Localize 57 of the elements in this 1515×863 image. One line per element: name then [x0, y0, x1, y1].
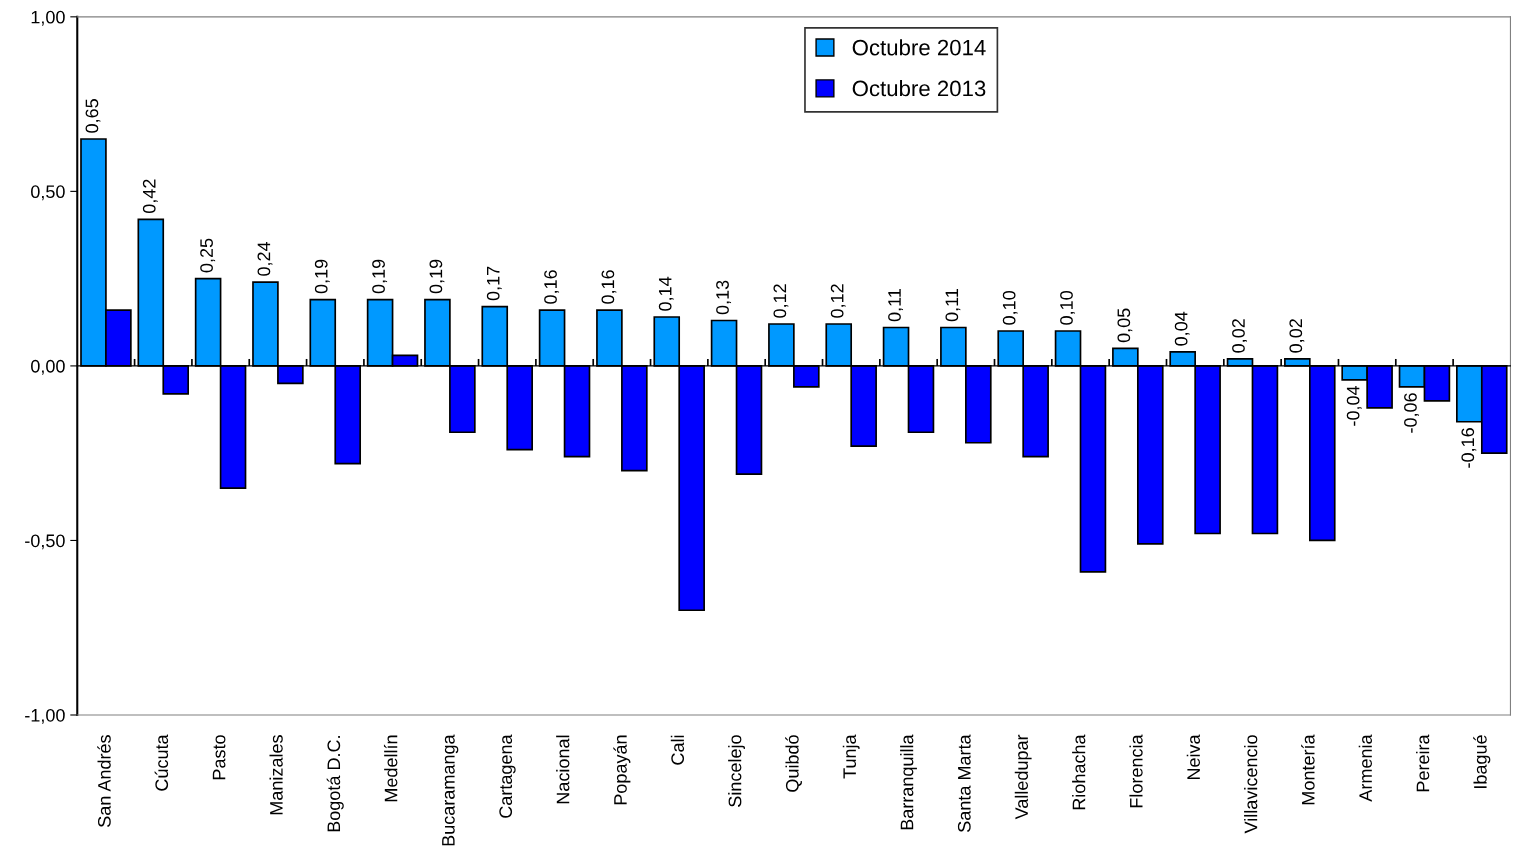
data-label: 0,11	[945, 289, 961, 322]
x-tick-label: Santa Marta	[957, 734, 971, 832]
data-label: 0,13	[716, 280, 732, 315]
data-label: -0,04	[1346, 385, 1362, 426]
x-tick-label: Neiva	[1186, 734, 1200, 780]
data-label: -0,06	[1404, 393, 1419, 433]
x-tick-label: Barranquilla	[900, 734, 917, 830]
data-label: 0,16	[601, 270, 617, 304]
data-label: 0,17	[486, 266, 502, 301]
x-tick-label: Sincelejo	[728, 735, 745, 807]
x-tick-label: Popayán	[613, 735, 631, 805]
data-label: 0,02	[1289, 319, 1305, 353]
data-label: 0,02	[1232, 319, 1247, 353]
y-tick-label: -1,00	[25, 708, 65, 724]
x-tick-label: Bucaramanga	[442, 734, 459, 846]
x-tick-label: Cúcuta	[154, 734, 169, 791]
data-label: -0,16	[1461, 428, 1477, 468]
legend-label: Octubre 2014	[852, 39, 986, 56]
data-label: 0,10	[1060, 291, 1076, 325]
x-tick-label: Valledupar	[1014, 734, 1032, 820]
x-tick-label: Pereira	[1416, 734, 1430, 792]
x-tick-label: Cali	[670, 735, 685, 765]
data-label: 0,42	[142, 179, 158, 214]
data-label: 0,04	[1174, 311, 1190, 346]
data-label: 0,24	[257, 241, 273, 276]
x-tick-label: Quibdó	[785, 735, 802, 792]
data-label: 0,11	[888, 289, 904, 322]
data-label: 0,16	[544, 270, 560, 304]
x-tick-label: Armenia	[1358, 734, 1372, 802]
legend-label: Octubre 2013	[852, 80, 986, 97]
x-tick-label: Pasto	[212, 735, 226, 780]
data-label: 0,12	[830, 284, 846, 318]
data-label: 0,10	[1002, 291, 1018, 325]
data-label: 0,12	[773, 284, 789, 318]
data-label: 0,05	[1117, 308, 1133, 343]
x-tick-label: Tunja	[842, 734, 860, 779]
y-tick-label: 0,00	[31, 359, 65, 375]
x-tick-label: Florencia	[1129, 734, 1143, 808]
x-tick-label: Bogotá D.C.	[326, 736, 344, 832]
data-label: 0,65	[85, 99, 101, 133]
x-tick-label: Ibagué	[1473, 735, 1491, 788]
y-tick-label: 0,50	[31, 185, 65, 201]
x-tick-label: Riohacha	[1072, 734, 1086, 810]
y-tick-label: -0,50	[25, 534, 65, 550]
x-tick-label: Villavicencio	[1244, 735, 1258, 834]
x-tick-label: Manizales	[269, 735, 283, 815]
data-label: 0,25	[200, 238, 216, 273]
data-label: 0,14	[658, 276, 674, 311]
x-tick-label: Nacional	[556, 735, 570, 804]
x-tick-label: Medellín	[383, 735, 398, 802]
x-tick-label: Cartagena	[499, 734, 516, 818]
data-label: 0,19	[429, 259, 445, 294]
data-label: 0,19	[372, 259, 388, 294]
x-tick-label: San Andrés	[97, 735, 111, 827]
x-tick-label: Montería	[1301, 734, 1315, 805]
y-tick-label: 1,00	[31, 10, 65, 26]
data-label: 0,19	[314, 259, 330, 294]
